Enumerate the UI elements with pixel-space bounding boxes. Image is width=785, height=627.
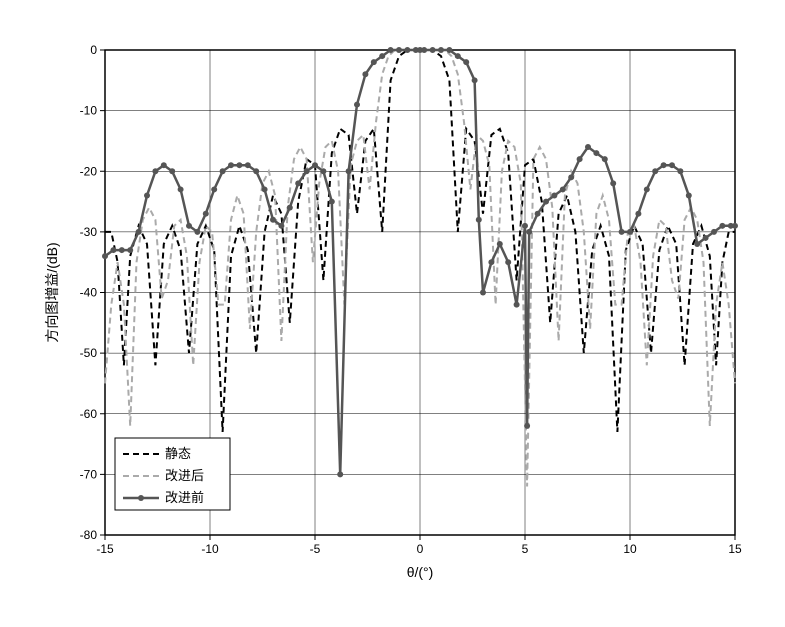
svg-text:-5: -5: [310, 542, 321, 556]
svg-text:5: 5: [522, 542, 529, 556]
legend-label: 改进前: [165, 490, 204, 505]
legend-label: 改进后: [165, 468, 204, 483]
svg-text:-15: -15: [96, 542, 114, 556]
svg-text:-50: -50: [80, 346, 98, 360]
svg-text:-10: -10: [201, 542, 219, 556]
svg-text:10: 10: [623, 542, 637, 556]
xlabel: θ/(°): [407, 564, 434, 580]
legend-label: 静态: [165, 446, 191, 461]
svg-text:0: 0: [90, 43, 97, 57]
svg-text:-20: -20: [80, 164, 98, 178]
chart-svg: -15-10-5051015-80-70-60-50-40-30-20-100θ…: [20, 20, 765, 607]
svg-text:-70: -70: [80, 467, 98, 481]
svg-text:-60: -60: [80, 407, 98, 421]
svg-text:-80: -80: [80, 528, 98, 542]
svg-text:-30: -30: [80, 225, 98, 239]
beampattern-chart: -15-10-5051015-80-70-60-50-40-30-20-100θ…: [20, 20, 765, 607]
svg-text:15: 15: [728, 542, 742, 556]
svg-text:-10: -10: [80, 104, 98, 118]
svg-text:0: 0: [417, 542, 424, 556]
ylabel: 方向图增益/(dB): [44, 242, 60, 342]
svg-text:-40: -40: [80, 286, 98, 300]
